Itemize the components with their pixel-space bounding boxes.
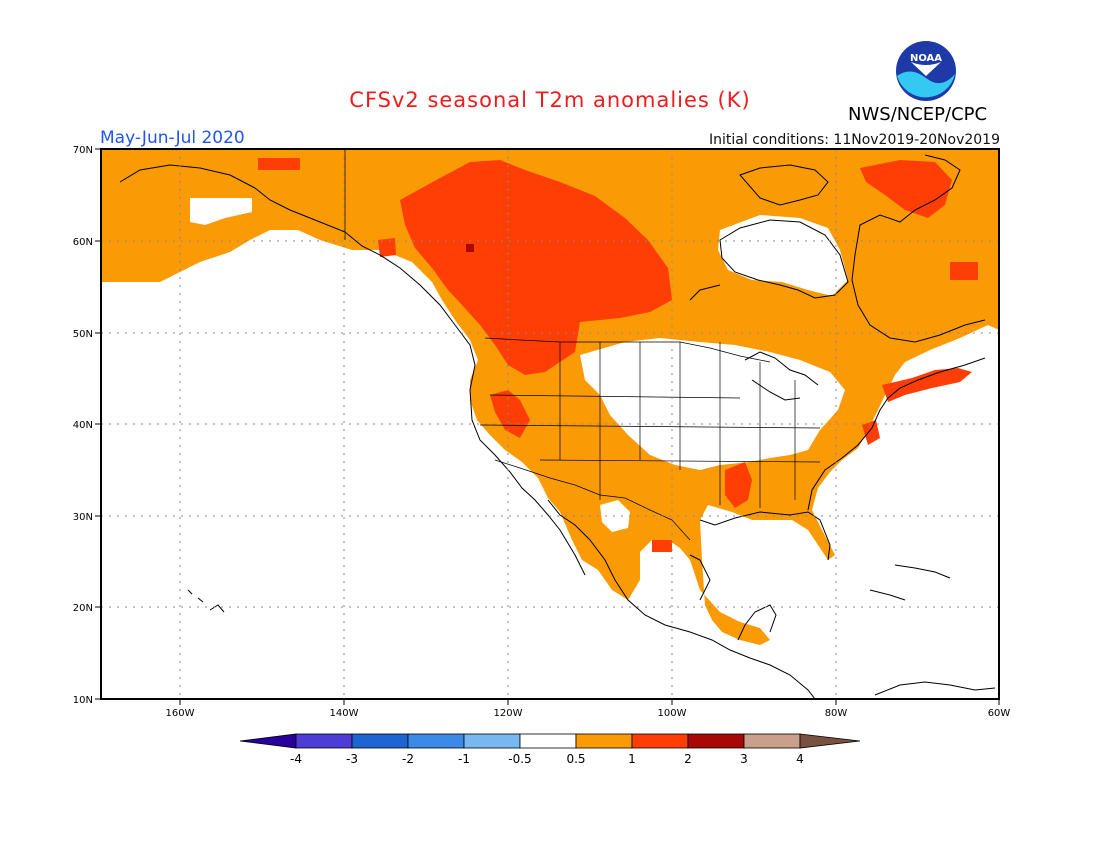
colorbar-label-pos1: 1: [628, 752, 636, 766]
colorbar-swatch-4: [463, 733, 521, 749]
neutral-zones: [190, 198, 848, 532]
lon-label-80w: 80W: [825, 708, 848, 719]
lat-label-30n: 30N: [73, 512, 93, 523]
lat-label-20n: 20N: [73, 603, 93, 614]
colorbar-label-neg2: -2: [402, 752, 414, 766]
coastlines: [119, 154, 996, 699]
lat-label-40n: 40N: [73, 420, 93, 431]
colorbar-label-neg3: -3: [346, 752, 358, 766]
colorbar-label-neg1: -1: [458, 752, 470, 766]
colorbar-swatch-5: [519, 733, 577, 749]
colorbar-swatch-6: [575, 733, 633, 749]
colorbar-swatch-above: [799, 733, 861, 749]
colorbar-swatch-below: [239, 733, 297, 749]
lon-label-100w: 100W: [658, 708, 687, 719]
colorbar-swatch-8: [687, 733, 745, 749]
lat-label-10n: 10N: [73, 695, 93, 706]
initial-conditions: Initial conditions: 11Nov2019-20Nov2019: [709, 132, 1000, 148]
agency-label: NWS/NCEP/CPC: [848, 104, 988, 125]
lat-label-70n: 70N: [73, 145, 93, 156]
noaa-logo-icon: NOAA: [896, 41, 956, 101]
anomaly-field-lt3: [466, 244, 474, 252]
svg-text:NOAA: NOAA: [910, 53, 942, 64]
colorbar-label-pos4: 4: [796, 752, 804, 766]
colorbar-label-neg4: -4: [290, 752, 302, 766]
colorbar-label-pos3: 3: [740, 752, 748, 766]
axis-ticks: [95, 148, 1000, 705]
lat-label-50n: 50N: [73, 329, 93, 340]
colorbar-swatch-2: [351, 733, 409, 749]
colorbar-label-neg05: -0.5: [508, 752, 531, 766]
colorbar-label-pos2: 2: [684, 752, 692, 766]
colorbar-swatch-7: [631, 733, 689, 749]
lon-label-140w: 140W: [330, 708, 359, 719]
map-title: CFSv2 seasonal T2m anomalies (K): [349, 88, 751, 112]
forecast-period: May-Jun-Jul 2020: [100, 128, 245, 148]
graticule: [101, 149, 999, 699]
lat-label-60n: 60N: [73, 237, 93, 248]
colorbar-label-pos05: 0.5: [566, 752, 585, 766]
lon-label-60w: 60W: [988, 708, 1011, 719]
colorbar-swatch-3: [407, 733, 465, 749]
lon-label-160w: 160W: [166, 708, 195, 719]
lon-label-120w: 120W: [494, 708, 523, 719]
colorbar: [239, 733, 861, 749]
political-borders: [344, 150, 821, 541]
colorbar-swatch-9: [743, 733, 801, 749]
colorbar-swatch-1: [295, 733, 353, 749]
